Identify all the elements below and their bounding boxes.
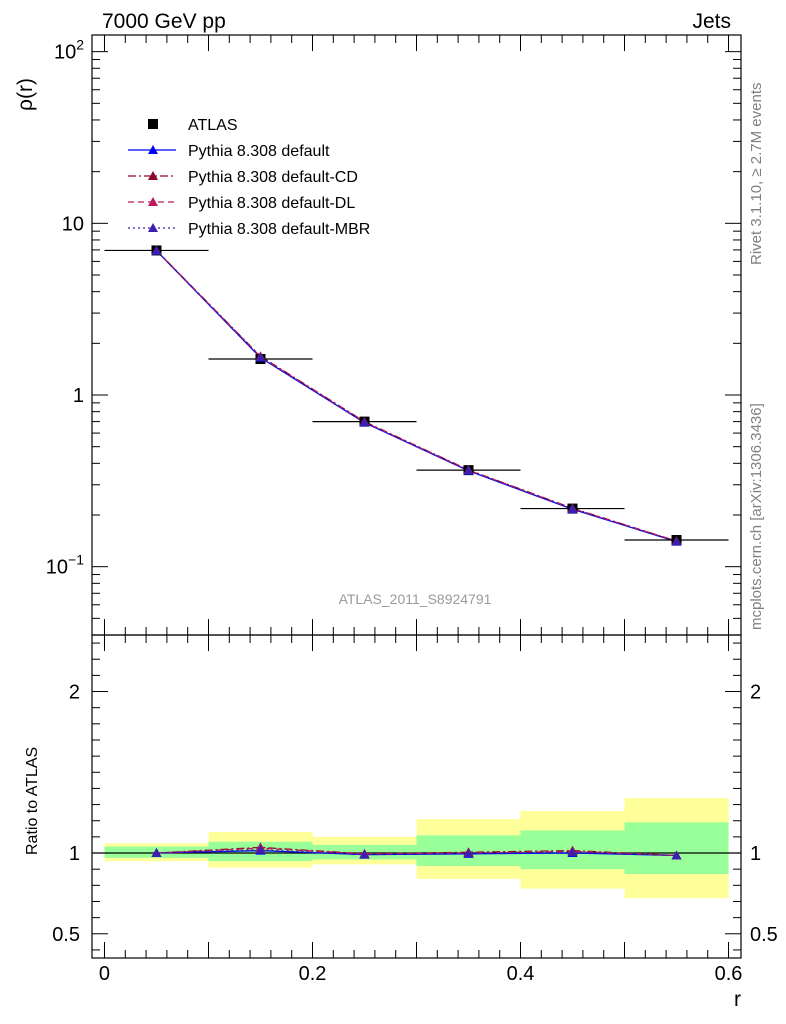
main-series-marker xyxy=(255,352,266,362)
main-series-marker xyxy=(463,465,474,475)
ratio-series-marker xyxy=(255,844,266,854)
header-left-label: 7000 GeV pp xyxy=(102,10,226,33)
ratio-y-tick-label: 0.5 xyxy=(52,924,80,946)
x-tick-label: 0.4 xyxy=(507,963,535,985)
legend-label: Pythia 8.308 default-MBR xyxy=(188,221,370,238)
ratio-series-marker xyxy=(463,848,474,858)
ratio-frame xyxy=(91,634,742,959)
header-right-label: Jets xyxy=(692,10,731,33)
analysis-watermark: ATLAS_2011_S8924791 xyxy=(339,591,492,607)
legend-marker xyxy=(148,197,158,206)
y-tick-label: 1 xyxy=(73,385,84,407)
main-series-line xyxy=(156,250,677,543)
legend-label: Pythia 8.308 default xyxy=(188,143,330,160)
legend: ATLAS Pythia 8.308 default Pythia 8.308 de… xyxy=(128,117,370,238)
main-series-line xyxy=(156,249,677,542)
legend-marker xyxy=(148,171,158,180)
main-series-marker xyxy=(359,417,370,427)
rivet-version-label: Rivet 3.1.10, ≥ 2.7M events xyxy=(748,83,765,266)
main-series-marker xyxy=(671,536,682,546)
main-series-line xyxy=(156,250,677,543)
ratio-series-marker xyxy=(567,847,578,857)
main-series-marker xyxy=(151,245,162,255)
mcplots-reference-label: mcplots.cern.ch [arXiv:1306.3436] xyxy=(748,403,765,630)
ratio-band-green xyxy=(624,822,729,875)
legend-label: ATLAS xyxy=(188,117,238,134)
ratio-series-line xyxy=(156,849,677,857)
x-tick-label: 0.2 xyxy=(299,963,327,985)
ratio-y-tick-label-right: 2 xyxy=(750,682,761,704)
legend-marker xyxy=(148,223,158,232)
ratio-y-tick-label-right: 1 xyxy=(750,843,761,865)
x-tick-label: 0.6 xyxy=(715,963,743,985)
main-y-axis-label: ρ(r) xyxy=(14,78,37,111)
main-series-line xyxy=(156,250,677,542)
x-tick-label: 0 xyxy=(99,963,110,985)
ratio-y-tick-label-right: 0.5 xyxy=(750,924,778,946)
legend-label: Pythia 8.308 default-DL xyxy=(188,195,355,212)
main-series-marker xyxy=(567,503,578,513)
main-panel: 102 10 1 10−1 ρ(r) xyxy=(14,34,742,636)
ratio-y-tick-label: 2 xyxy=(69,682,80,704)
legend-marker xyxy=(148,145,158,154)
legend-label: Pythia 8.308 default-CD xyxy=(188,169,358,186)
legend-marker-atlas xyxy=(148,119,158,129)
y-tick-label: 10 xyxy=(62,213,84,235)
y-tick-label: 102 xyxy=(54,37,84,64)
ratio-panel: 0.5 0.5 1 1 2 2 0 0.2 0.4 0.6 r Ratio to ATLAS xyxy=(24,634,778,1011)
x-axis-label: r xyxy=(734,988,741,1011)
y-tick-label: 10−1 xyxy=(46,552,84,579)
ratio-series-marker xyxy=(359,849,370,859)
ratio-y-tick-label: 1 xyxy=(69,843,80,865)
ratio-series-marker xyxy=(151,848,162,858)
ratio-y-axis-label: Ratio to ATLAS xyxy=(24,747,41,855)
ratio-series-marker xyxy=(671,850,682,860)
